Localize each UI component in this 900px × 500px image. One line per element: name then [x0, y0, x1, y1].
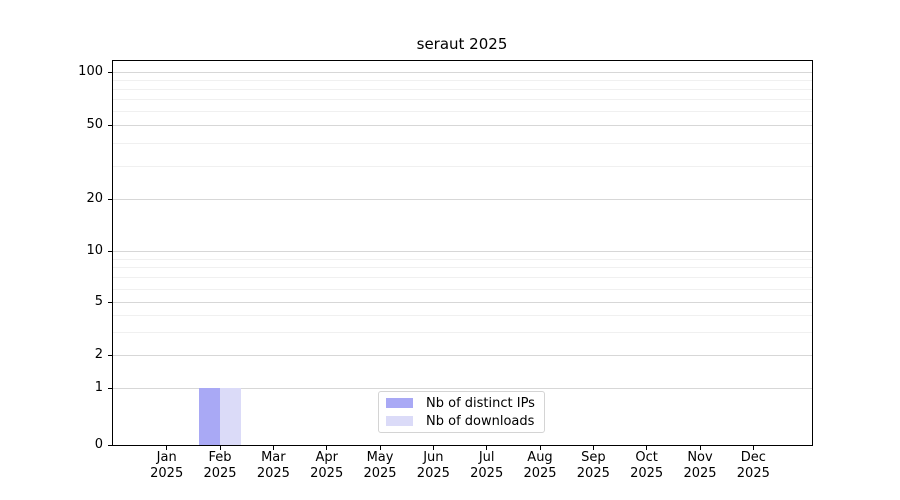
x-tick-month: Apr [315, 450, 338, 465]
y-tick [108, 354, 112, 356]
y-tick [108, 124, 112, 126]
y-tick [108, 198, 112, 200]
x-tick-year: 2025 [523, 466, 557, 481]
x-tick-month: Jun [423, 450, 444, 465]
x-tick [646, 446, 648, 450]
x-tick [486, 446, 488, 450]
gridline-major [113, 72, 812, 73]
x-tick-year: 2025 [363, 466, 397, 481]
gridline-minor [113, 99, 812, 100]
gridline-minor [113, 166, 812, 167]
x-tick-label: Apr 2025 [295, 450, 359, 482]
gridline-minor [113, 89, 812, 90]
gridline-major [113, 355, 812, 356]
x-tick-label: Aug 2025 [508, 450, 572, 482]
legend: Nb of distinct IPs Nb of downloads [378, 391, 545, 433]
x-tick [379, 446, 381, 450]
x-tick [752, 446, 755, 450]
x-tick-month: May [366, 450, 394, 465]
legend-entry-downloads: Nb of downloads [386, 412, 537, 430]
y-tick-label: 2 [94, 347, 103, 362]
legend-label-downloads: Nb of downloads [426, 413, 535, 429]
y-tick [108, 71, 112, 73]
x-tick-year: 2025 [150, 466, 184, 481]
y-tick-label: 100 [78, 64, 103, 79]
gridline-major [113, 388, 812, 389]
gridline-major [113, 199, 812, 200]
x-tick [166, 446, 168, 450]
x-tick-label: Mar 2025 [241, 450, 305, 482]
x-tick-year: 2025 [256, 466, 290, 481]
x-tick [326, 446, 328, 450]
y-tick [108, 250, 112, 252]
x-tick-year: 2025 [310, 466, 344, 481]
x-tick-month: Jan [156, 450, 177, 465]
x-tick [219, 446, 221, 450]
gridline-minor [113, 332, 812, 333]
legend-swatch-downloads [386, 416, 413, 426]
x-tick-month: Jul [478, 450, 495, 465]
x-tick-year: 2025 [630, 466, 664, 481]
gridline-minor [113, 267, 812, 268]
x-tick-label: Jun 2025 [401, 450, 465, 482]
y-tick-label: 10 [86, 243, 103, 258]
x-tick-year: 2025 [470, 466, 504, 481]
x-tick-label: Feb 2025 [188, 450, 252, 482]
x-tick-year: 2025 [736, 466, 770, 481]
gridline-minor [113, 143, 812, 144]
x-tick-year: 2025 [683, 466, 717, 481]
x-tick-label: May 2025 [348, 450, 412, 482]
y-tick-label: 50 [86, 117, 103, 132]
y-tick [108, 387, 112, 389]
gridline-minor [113, 277, 812, 278]
y-tick-label: 20 [86, 191, 103, 206]
y-tick-label: 0 [94, 437, 103, 452]
x-tick [699, 446, 701, 450]
x-tick-month: Aug [527, 450, 553, 465]
x-tick-label: Jul 2025 [455, 450, 519, 482]
legend-label-distinct-ips: Nb of distinct IPs [426, 395, 535, 411]
y-tick [108, 444, 112, 446]
gridline-minor [113, 111, 812, 112]
x-tick-label: Sep 2025 [561, 450, 625, 482]
x-tick-month: Nov [687, 450, 713, 465]
y-tick-label: 1 [94, 380, 103, 395]
x-tick-label: Dec 2025 [721, 450, 785, 482]
y-tick [108, 301, 112, 303]
gridline-major [113, 302, 812, 303]
bar-downloads [220, 388, 242, 445]
bar-distinct-ips [199, 388, 221, 445]
gridline-minor [113, 259, 812, 260]
x-tick-month: Mar [261, 450, 286, 465]
x-tick-label: Oct 2025 [615, 450, 679, 482]
chart-title: seraut 2025 [416, 35, 508, 53]
x-tick-month: Dec [740, 450, 766, 465]
legend-entry-distinct-ips: Nb of distinct IPs [386, 394, 537, 412]
x-tick-year: 2025 [203, 466, 237, 481]
x-tick-month: Feb [208, 450, 232, 465]
gridline-minor [113, 289, 812, 290]
x-tick-year: 2025 [416, 466, 450, 481]
x-tick-month: Sep [581, 450, 606, 465]
legend-swatch-distinct-ips [386, 398, 413, 408]
x-tick [272, 446, 275, 450]
x-tick-month: Oct [635, 450, 658, 465]
gridline-minor [113, 80, 812, 81]
x-tick [539, 446, 541, 450]
x-tick-label: Jan 2025 [135, 450, 199, 482]
x-tick-label: Nov 2025 [668, 450, 732, 482]
gridline-major [113, 125, 812, 126]
x-tick-year: 2025 [576, 466, 610, 481]
gridline-major [113, 251, 812, 252]
y-tick-label: 5 [94, 294, 103, 309]
x-tick [432, 446, 435, 450]
x-tick [592, 446, 595, 450]
gridline-minor [113, 315, 812, 316]
